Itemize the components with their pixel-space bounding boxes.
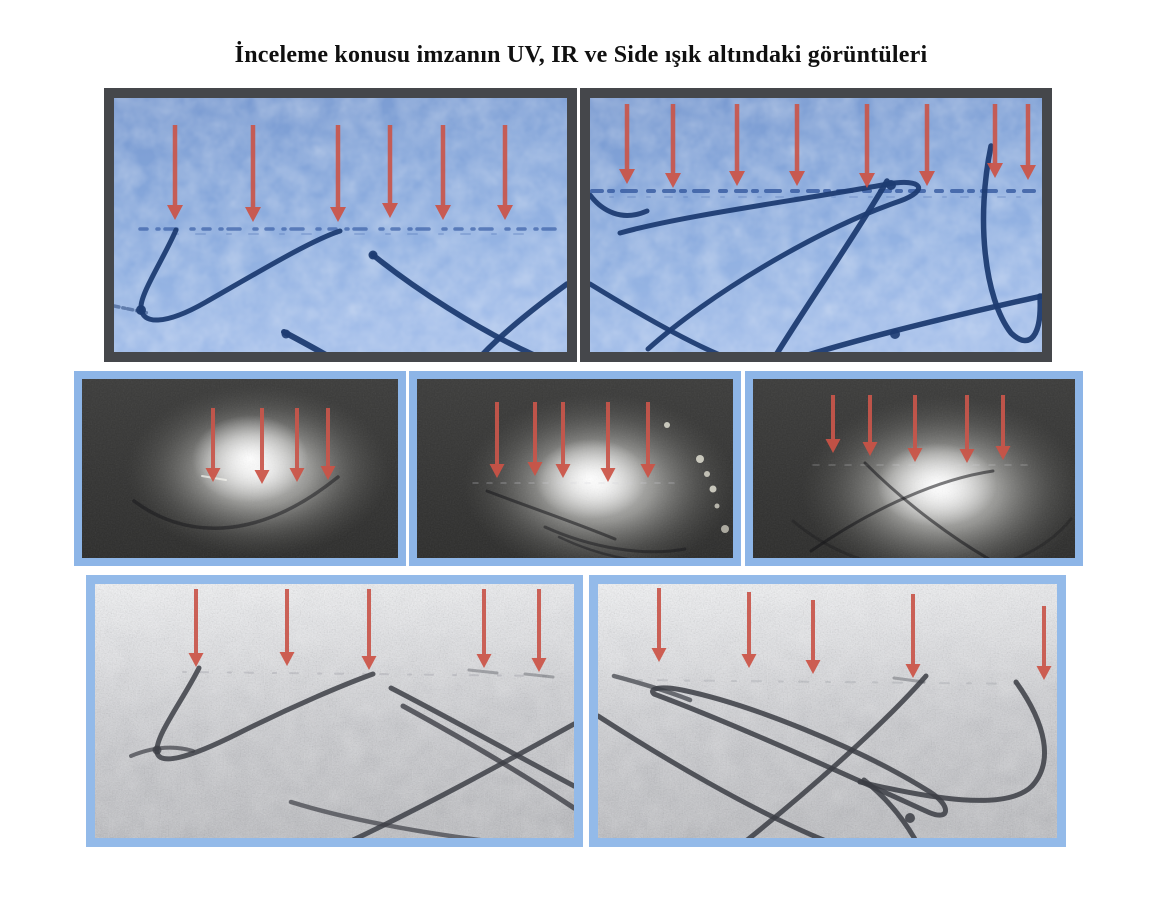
down-arrow-icon <box>619 104 635 184</box>
down-arrow-icon <box>527 402 543 476</box>
down-arrow-icon <box>987 104 1003 178</box>
down-arrow-icon <box>905 594 921 678</box>
down-arrow-icon <box>205 408 221 482</box>
down-arrow-icon <box>254 408 270 484</box>
down-arrow-icon <box>1020 104 1036 180</box>
down-arrow-icon <box>188 589 204 667</box>
down-arrow-icon <box>361 589 377 670</box>
uv-photo-left <box>104 88 577 362</box>
down-arrow-icon <box>640 402 656 478</box>
down-arrow-icon <box>382 125 398 218</box>
down-arrow-icon <box>805 600 821 674</box>
down-arrow-icon <box>959 395 975 463</box>
ir-photo-1 <box>74 371 406 566</box>
sidelight-photo-right <box>589 575 1066 847</box>
down-arrow-icon <box>531 589 547 672</box>
down-arrow-icon <box>555 402 571 478</box>
down-arrow-icon <box>859 104 875 188</box>
down-arrow-icon <box>741 592 757 668</box>
uv-photo-right <box>580 88 1052 362</box>
down-arrow-icon <box>907 395 923 462</box>
down-arrow-icon <box>600 402 616 482</box>
down-arrow-icon <box>289 408 305 482</box>
sidelight-photo-left <box>86 575 583 847</box>
down-arrow-icon <box>665 104 681 188</box>
down-arrow-icon <box>435 125 451 220</box>
down-arrow-icon <box>729 104 745 186</box>
ir-photo-2 <box>409 371 741 566</box>
down-arrow-icon <box>476 589 492 668</box>
down-arrow-icon <box>245 125 261 222</box>
down-arrow-icon <box>279 589 295 666</box>
figure-title: İnceleme konusu imzanın UV, IR ve Side ı… <box>234 42 928 68</box>
down-arrow-icon <box>825 395 841 453</box>
down-arrow-icon <box>862 395 878 456</box>
ir-photo-3 <box>745 371 1083 566</box>
down-arrow-icon <box>789 104 805 186</box>
down-arrow-icon <box>167 125 183 220</box>
down-arrow-icon <box>489 402 505 478</box>
down-arrow-icon <box>919 104 935 186</box>
down-arrow-icon <box>320 408 336 480</box>
down-arrow-icon <box>330 125 346 222</box>
down-arrow-icon <box>497 125 513 220</box>
down-arrow-icon <box>995 395 1011 460</box>
down-arrow-icon <box>1036 606 1052 680</box>
down-arrow-icon <box>651 588 667 662</box>
